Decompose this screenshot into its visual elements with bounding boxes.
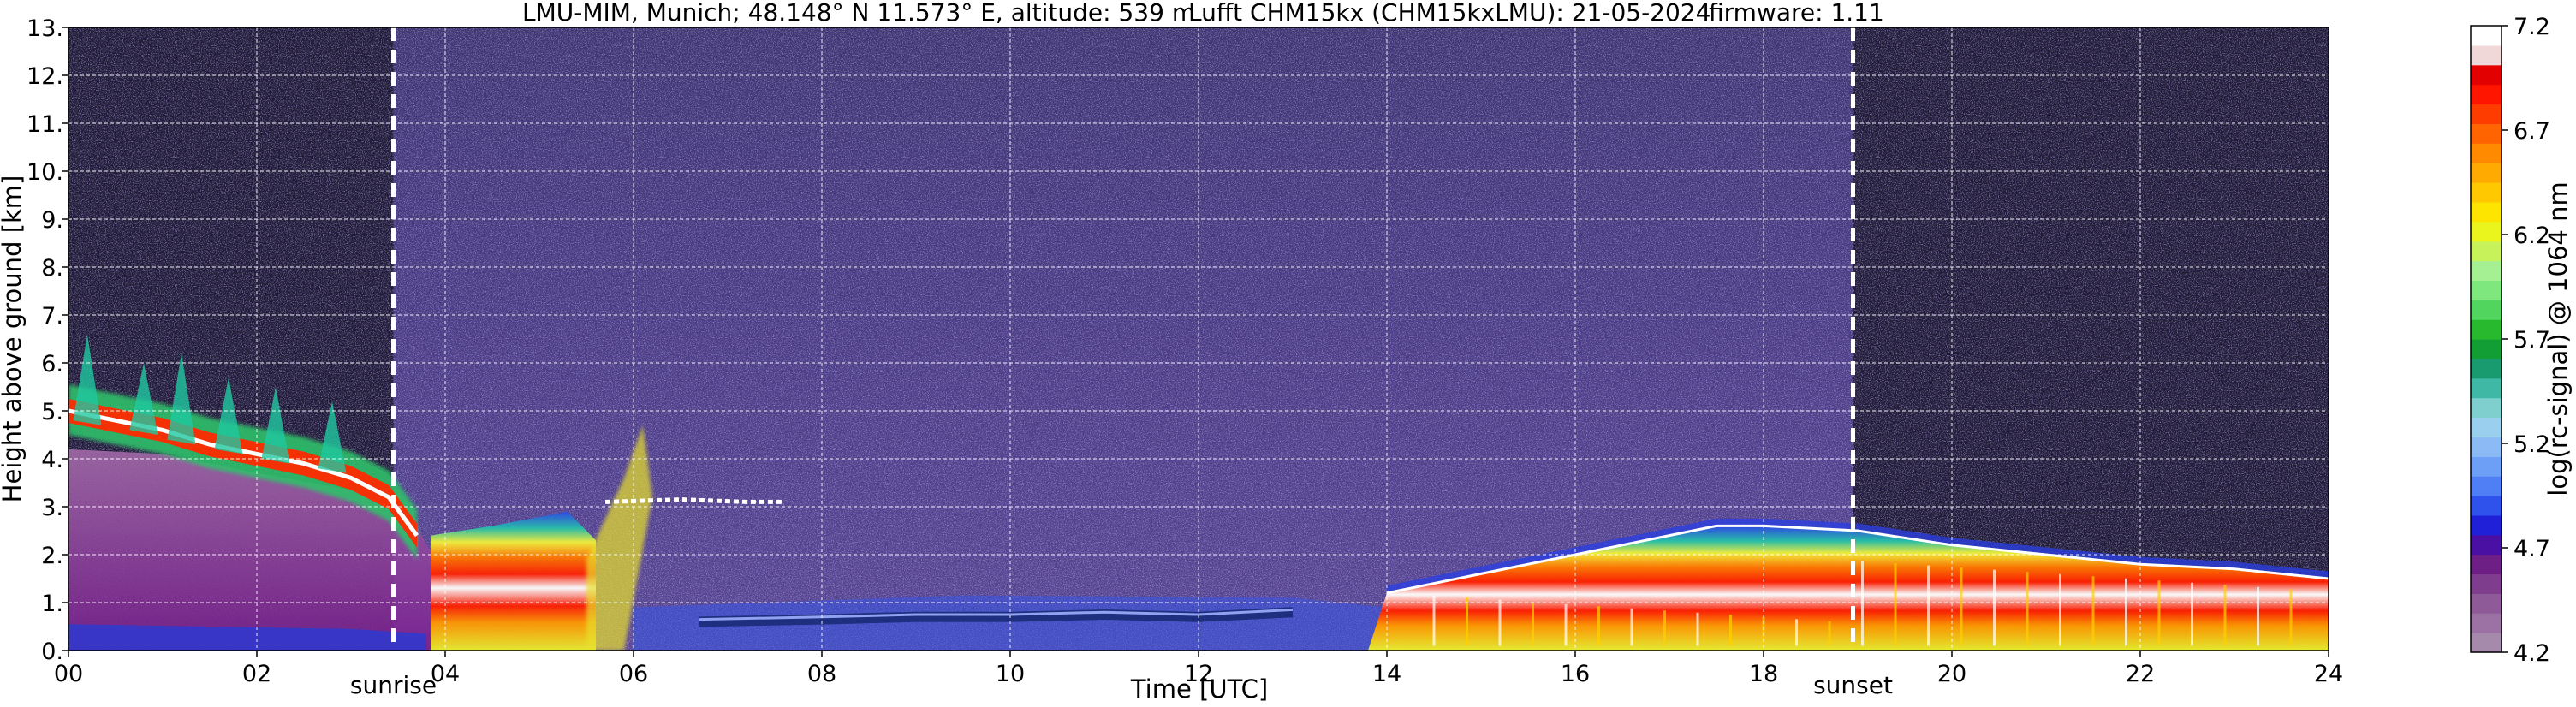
colorbar: 4.2 4.7 5.2 5.7 6.2 6.7 7.2 <box>2470 14 2550 667</box>
residual-layer-core <box>68 399 417 548</box>
y-axis: 0. 1. 2. 3. 4. 5. 6. 7. 8. 9. 10. 11. 12. 13. <box>27 15 68 665</box>
colorbar-segment <box>2471 260 2502 281</box>
x-tick-label: 00 <box>54 661 83 687</box>
y-tick-label: 4. <box>41 447 63 473</box>
colorbar-tick-label: 6.7 <box>2514 118 2550 145</box>
colorbar-segment <box>2471 613 2502 633</box>
colorbar-segment <box>2471 163 2502 183</box>
colorbar-tick-label: 7.2 <box>2514 14 2550 40</box>
y-tick-label: 1. <box>41 591 63 617</box>
y-tick-label: 0. <box>41 639 63 665</box>
colorbar-segment <box>2471 573 2502 594</box>
colorbar-segment <box>2471 26 2502 46</box>
residual-layer-spike <box>318 401 347 473</box>
y-tick-label: 6. <box>41 351 63 377</box>
colorbar-segment <box>2471 377 2502 399</box>
morning-plume <box>586 425 652 651</box>
colorbar-tick-label: 5.2 <box>2514 431 2550 458</box>
boundary-layer-edge <box>1386 524 2329 595</box>
x-tick-label: 24 <box>2314 661 2343 687</box>
y-tick-label: 5. <box>41 399 63 425</box>
colorbar-segment <box>2471 417 2502 437</box>
colorbar-segment <box>2471 496 2502 516</box>
colorbar-segment <box>2471 280 2502 300</box>
residual-layer-spike <box>167 353 196 445</box>
colorbar-segment <box>2471 64 2502 86</box>
colorbar-segment <box>2471 84 2502 105</box>
colorbar-tick-label: 6.2 <box>2514 223 2550 249</box>
y-tick-label: 11. <box>27 111 63 138</box>
title-instrument: Lufft CHM15kx (CHM15kxLMU): 21-05-2024 <box>1188 0 1710 27</box>
colorbar-segment <box>2471 45 2502 66</box>
afternoon-boundary-layer <box>1368 526 2329 651</box>
y-tick-label: 3. <box>41 495 63 521</box>
y-tick-label: 8. <box>41 255 63 282</box>
colorbar-segment <box>2471 221 2502 242</box>
y-tick-label: 7. <box>41 303 63 330</box>
mid-cloud-trace <box>604 497 784 504</box>
colorbar-segment <box>2471 633 2502 653</box>
colorbar-segment <box>2471 104 2502 124</box>
x-tick-label: 18 <box>1749 661 1778 687</box>
marker-label-sunset: sunset <box>1813 671 1893 699</box>
colorbar-segment <box>2471 476 2502 496</box>
x-tick-label: 22 <box>2126 661 2155 687</box>
y-tick-label: 12. <box>27 63 63 90</box>
title-site: LMU-MIM, Munich; 48.148° N 11.573° E, al… <box>522 0 1195 27</box>
residual-layer-spike <box>214 377 243 454</box>
colorbar-segment <box>2471 241 2502 262</box>
x-tick-label: 20 <box>1937 661 1966 687</box>
x-tick-label: 04 <box>431 661 460 687</box>
residual-layer-spike <box>73 334 102 425</box>
x-tick-label: 10 <box>996 661 1025 687</box>
marker-label-sunrise: sunrise <box>350 671 437 699</box>
x-tick-label: 14 <box>1372 661 1401 687</box>
x-tick-label: 12 <box>1184 661 1213 687</box>
x-axis: 00 02 04 06 08 10 12 14 16 18 20 22 24 <box>54 651 2343 687</box>
y-axis-label: Height above ground [km] <box>0 175 27 503</box>
colorbar-tick-label: 5.7 <box>2514 327 2550 354</box>
x-tick-label: 08 <box>807 661 836 687</box>
x-tick-label: 02 <box>242 661 271 687</box>
colorbar-segment <box>2471 397 2502 419</box>
colorbar-segment <box>2471 437 2502 457</box>
colorbar-segment <box>2471 593 2502 614</box>
colorbar-segment <box>2471 339 2502 359</box>
residual-layer-spike <box>129 363 158 435</box>
residual-layer-spike <box>261 387 290 464</box>
y-tick-label: 10. <box>27 159 63 186</box>
x-tick-label: 06 <box>619 661 648 687</box>
colorbar-segment <box>2471 182 2502 203</box>
boundary-layer-top <box>1386 518 2329 593</box>
colorbar-segment <box>2471 201 2502 223</box>
colorbar-segment <box>2471 300 2502 320</box>
morning-boundary-layer <box>431 511 596 651</box>
colorbar-segment <box>2471 456 2502 477</box>
colorbar-segment <box>2471 143 2502 163</box>
colorbar-tick-label: 4.2 <box>2514 640 2550 667</box>
colorbar-label: log(rc-signal) @ 1064 nm <box>2543 181 2573 496</box>
y-tick-label: 2. <box>41 543 63 569</box>
colorbar-segment <box>2471 358 2502 379</box>
y-tick-label: 13. <box>27 15 63 42</box>
near-surface-layer <box>68 624 426 651</box>
colorbar-tick-label: 4.7 <box>2514 536 2550 562</box>
x-tick-label: 16 <box>1561 661 1590 687</box>
day-markers: sunrise sunset <box>350 27 1893 699</box>
title-firmware: firmware: 1.11 <box>1709 0 1884 27</box>
y-tick-label: 9. <box>41 207 63 234</box>
colorbar-segment <box>2471 554 2502 575</box>
colorbar-segment <box>2471 319 2502 340</box>
grid-lines <box>68 27 2329 651</box>
colorbar-segment <box>2471 514 2502 536</box>
colorbar-segment <box>2471 534 2502 556</box>
colorbar-segment <box>2471 123 2502 144</box>
x-axis-label: Time [UTC] <box>1130 674 1268 704</box>
